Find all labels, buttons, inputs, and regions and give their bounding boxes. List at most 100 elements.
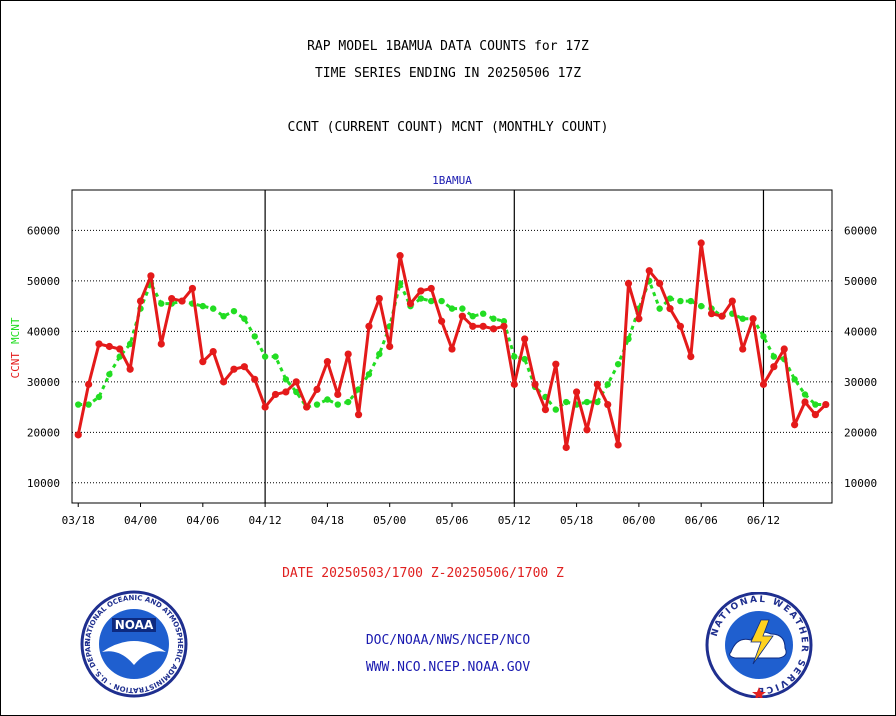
mcnt-point — [126, 340, 134, 348]
mcnt-point — [334, 401, 341, 408]
ccnt-point — [365, 322, 373, 330]
x-tick-label: 05/18 — [560, 514, 593, 527]
ccnt-point — [209, 347, 217, 356]
ccnt-point — [697, 239, 705, 247]
ccnt-point — [759, 380, 768, 388]
ccnt-point — [707, 310, 716, 318]
ccnt-point — [251, 375, 259, 383]
noaa-logo-text: NOAA — [115, 618, 154, 632]
mcnt-point — [687, 297, 694, 305]
ccnt-point — [521, 335, 529, 343]
ccnt-point — [375, 294, 383, 303]
ccnt-point — [261, 403, 269, 411]
ccnt-point — [811, 411, 819, 419]
y-tick-label-left: 50000 — [27, 275, 60, 288]
mcnt-point — [500, 318, 508, 325]
ccnt-point — [438, 317, 446, 325]
credit-org: DOC/NOAA/NWS/NCEP/NCO — [365, 633, 531, 648]
y-tick-label-left: 20000 — [27, 426, 60, 439]
x-tick-label: 05/00 — [373, 514, 406, 527]
mcnt-point — [417, 295, 425, 302]
mcnt-point — [625, 335, 632, 343]
mcnt-point — [521, 355, 528, 363]
ccnt-point — [147, 272, 155, 280]
ccnt-point — [396, 252, 404, 260]
mcnt-point — [344, 398, 352, 406]
x-tick-label: 04/12 — [249, 514, 282, 527]
ccnt-point — [687, 352, 695, 361]
mcnt-point — [241, 315, 248, 322]
mcnt-point — [469, 313, 476, 320]
ccnt-point — [199, 358, 207, 366]
mcnt-point — [697, 302, 705, 310]
ccnt-point — [417, 287, 425, 295]
ccnt-point — [749, 315, 757, 323]
mcnt-point — [106, 371, 113, 378]
x-tick-label: 06/00 — [622, 514, 655, 527]
ccnt-point — [344, 350, 352, 358]
noaa-logo: NATIONAL OCEANIC AND ATMOSPHERIC ADMINIS… — [78, 590, 188, 698]
nws-logo: NATIONAL WEATHER SERVICE — [705, 592, 813, 698]
ccnt-point — [572, 388, 581, 396]
ccnt-point — [188, 284, 197, 293]
x-tick-label: 03/18 — [62, 514, 95, 527]
mcnt-point — [85, 401, 92, 408]
ccnt-point — [791, 421, 799, 429]
chart-station-title: 1BAMUA — [432, 174, 472, 187]
ccnt-point — [219, 378, 228, 386]
ccnt-point — [136, 297, 145, 305]
y-tick-label-right: 60000 — [844, 224, 877, 237]
mcnt-point — [293, 388, 300, 396]
mcnt-point — [656, 305, 663, 312]
ccnt-point — [292, 378, 300, 386]
mcnt-point — [791, 376, 798, 383]
ccnt-point — [604, 400, 612, 409]
ccnt-point — [822, 400, 830, 409]
ccnt-point — [313, 385, 321, 394]
ccnt-series-line — [76, 241, 827, 449]
y-tick-label-right: 20000 — [844, 426, 877, 439]
ccnt-point — [469, 322, 477, 330]
mcnt-point — [760, 333, 767, 340]
ccnt-point — [593, 380, 601, 388]
mcnt-point — [428, 297, 435, 305]
mcnt-point — [220, 313, 227, 320]
y-tick-label-left: 10000 — [27, 477, 60, 490]
ccnt-point — [770, 363, 778, 371]
mcnt-point — [75, 401, 82, 408]
mcnt-point — [199, 302, 207, 310]
mcnt-point — [552, 406, 560, 413]
mcnt-point — [324, 396, 331, 403]
y-tick-label-right: 50000 — [844, 275, 877, 288]
chart-title-line2: TIME SERIES ENDING IN 20250506 17Z — [314, 66, 582, 81]
mcnt-point — [282, 376, 290, 383]
mcnt-point — [739, 315, 746, 322]
mcnt-point — [158, 300, 165, 307]
chart-title-line1: RAP MODEL 1BAMUA DATA COUNTS for 17Z — [307, 39, 589, 54]
mcnt-point — [511, 353, 518, 360]
mcnt-point — [459, 305, 466, 312]
ccnt-point — [489, 325, 498, 333]
ccnt-point — [230, 365, 238, 373]
ccnt-point — [541, 406, 550, 414]
ccnt-point — [406, 299, 415, 308]
mcnt-point — [801, 391, 809, 398]
ccnt-point — [562, 443, 570, 452]
ccnt-point — [624, 279, 633, 287]
mcnt-point — [313, 401, 321, 408]
ccnt-point — [282, 388, 290, 396]
mcnt-point — [376, 350, 383, 358]
mcnt-point — [614, 360, 622, 368]
mcnt-point — [438, 297, 445, 305]
mcnt-point — [479, 310, 487, 317]
x-tick-label: 04/06 — [186, 514, 219, 527]
ccnt-point — [614, 441, 622, 449]
y-tick-label-left: 30000 — [27, 376, 60, 389]
ccnt-point — [323, 358, 332, 366]
mcnt-point — [95, 393, 103, 401]
x-tick-label: 06/12 — [747, 514, 780, 527]
ccnt-point — [510, 380, 518, 388]
ccnt-point — [334, 390, 342, 399]
ccnt-point — [105, 342, 113, 351]
y-axis-label-ccnt: CCNT — [9, 352, 22, 379]
